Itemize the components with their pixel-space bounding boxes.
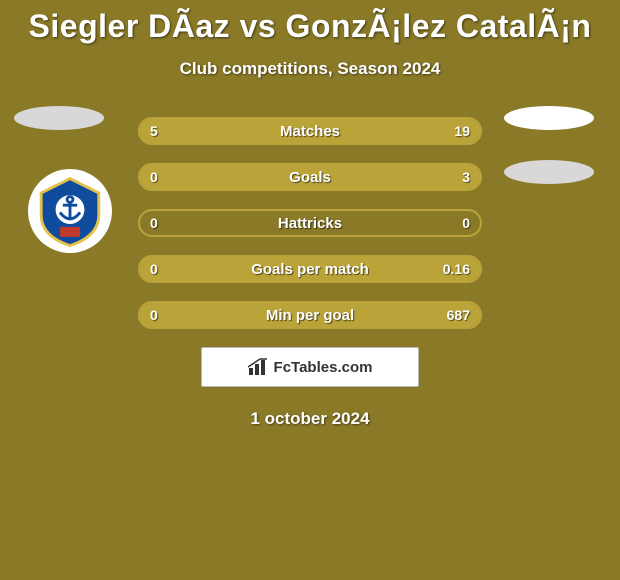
bars-icon <box>248 358 268 376</box>
stat-label: Goals per match <box>140 257 480 281</box>
stat-row: 519Matches <box>138 117 482 145</box>
stat-label: Hattricks <box>140 211 480 235</box>
stat-row: 03Goals <box>138 163 482 191</box>
page-subtitle: Club competitions, Season 2024 <box>0 59 620 79</box>
attribution-box: FcTables.com <box>201 347 419 387</box>
stat-row: 00.16Goals per match <box>138 255 482 283</box>
stat-row: 00Hattricks <box>138 209 482 237</box>
stat-row: 0687Min per goal <box>138 301 482 329</box>
stat-label: Min per goal <box>140 303 480 327</box>
comparison-area: 519Matches 03Goals 00Hattricks 00.16Goals p… <box>0 117 620 429</box>
right-ellipse-top <box>504 106 594 130</box>
attribution-text: FcTables.com <box>274 359 373 376</box>
left-ellipse-top <box>14 106 104 130</box>
page-title: Siegler DÃ­az vs GonzÃ¡lez CatalÃ¡n <box>0 0 620 45</box>
club-badge-left <box>28 169 112 253</box>
stat-rows: 519Matches 03Goals 00Hattricks 00.16Goals p… <box>138 117 482 329</box>
anchor-crest-icon <box>34 175 106 247</box>
stat-label: Matches <box>140 119 480 143</box>
stat-label: Goals <box>140 165 480 189</box>
right-ellipse-mid <box>504 160 594 184</box>
date-line: 1 october 2024 <box>20 409 600 429</box>
